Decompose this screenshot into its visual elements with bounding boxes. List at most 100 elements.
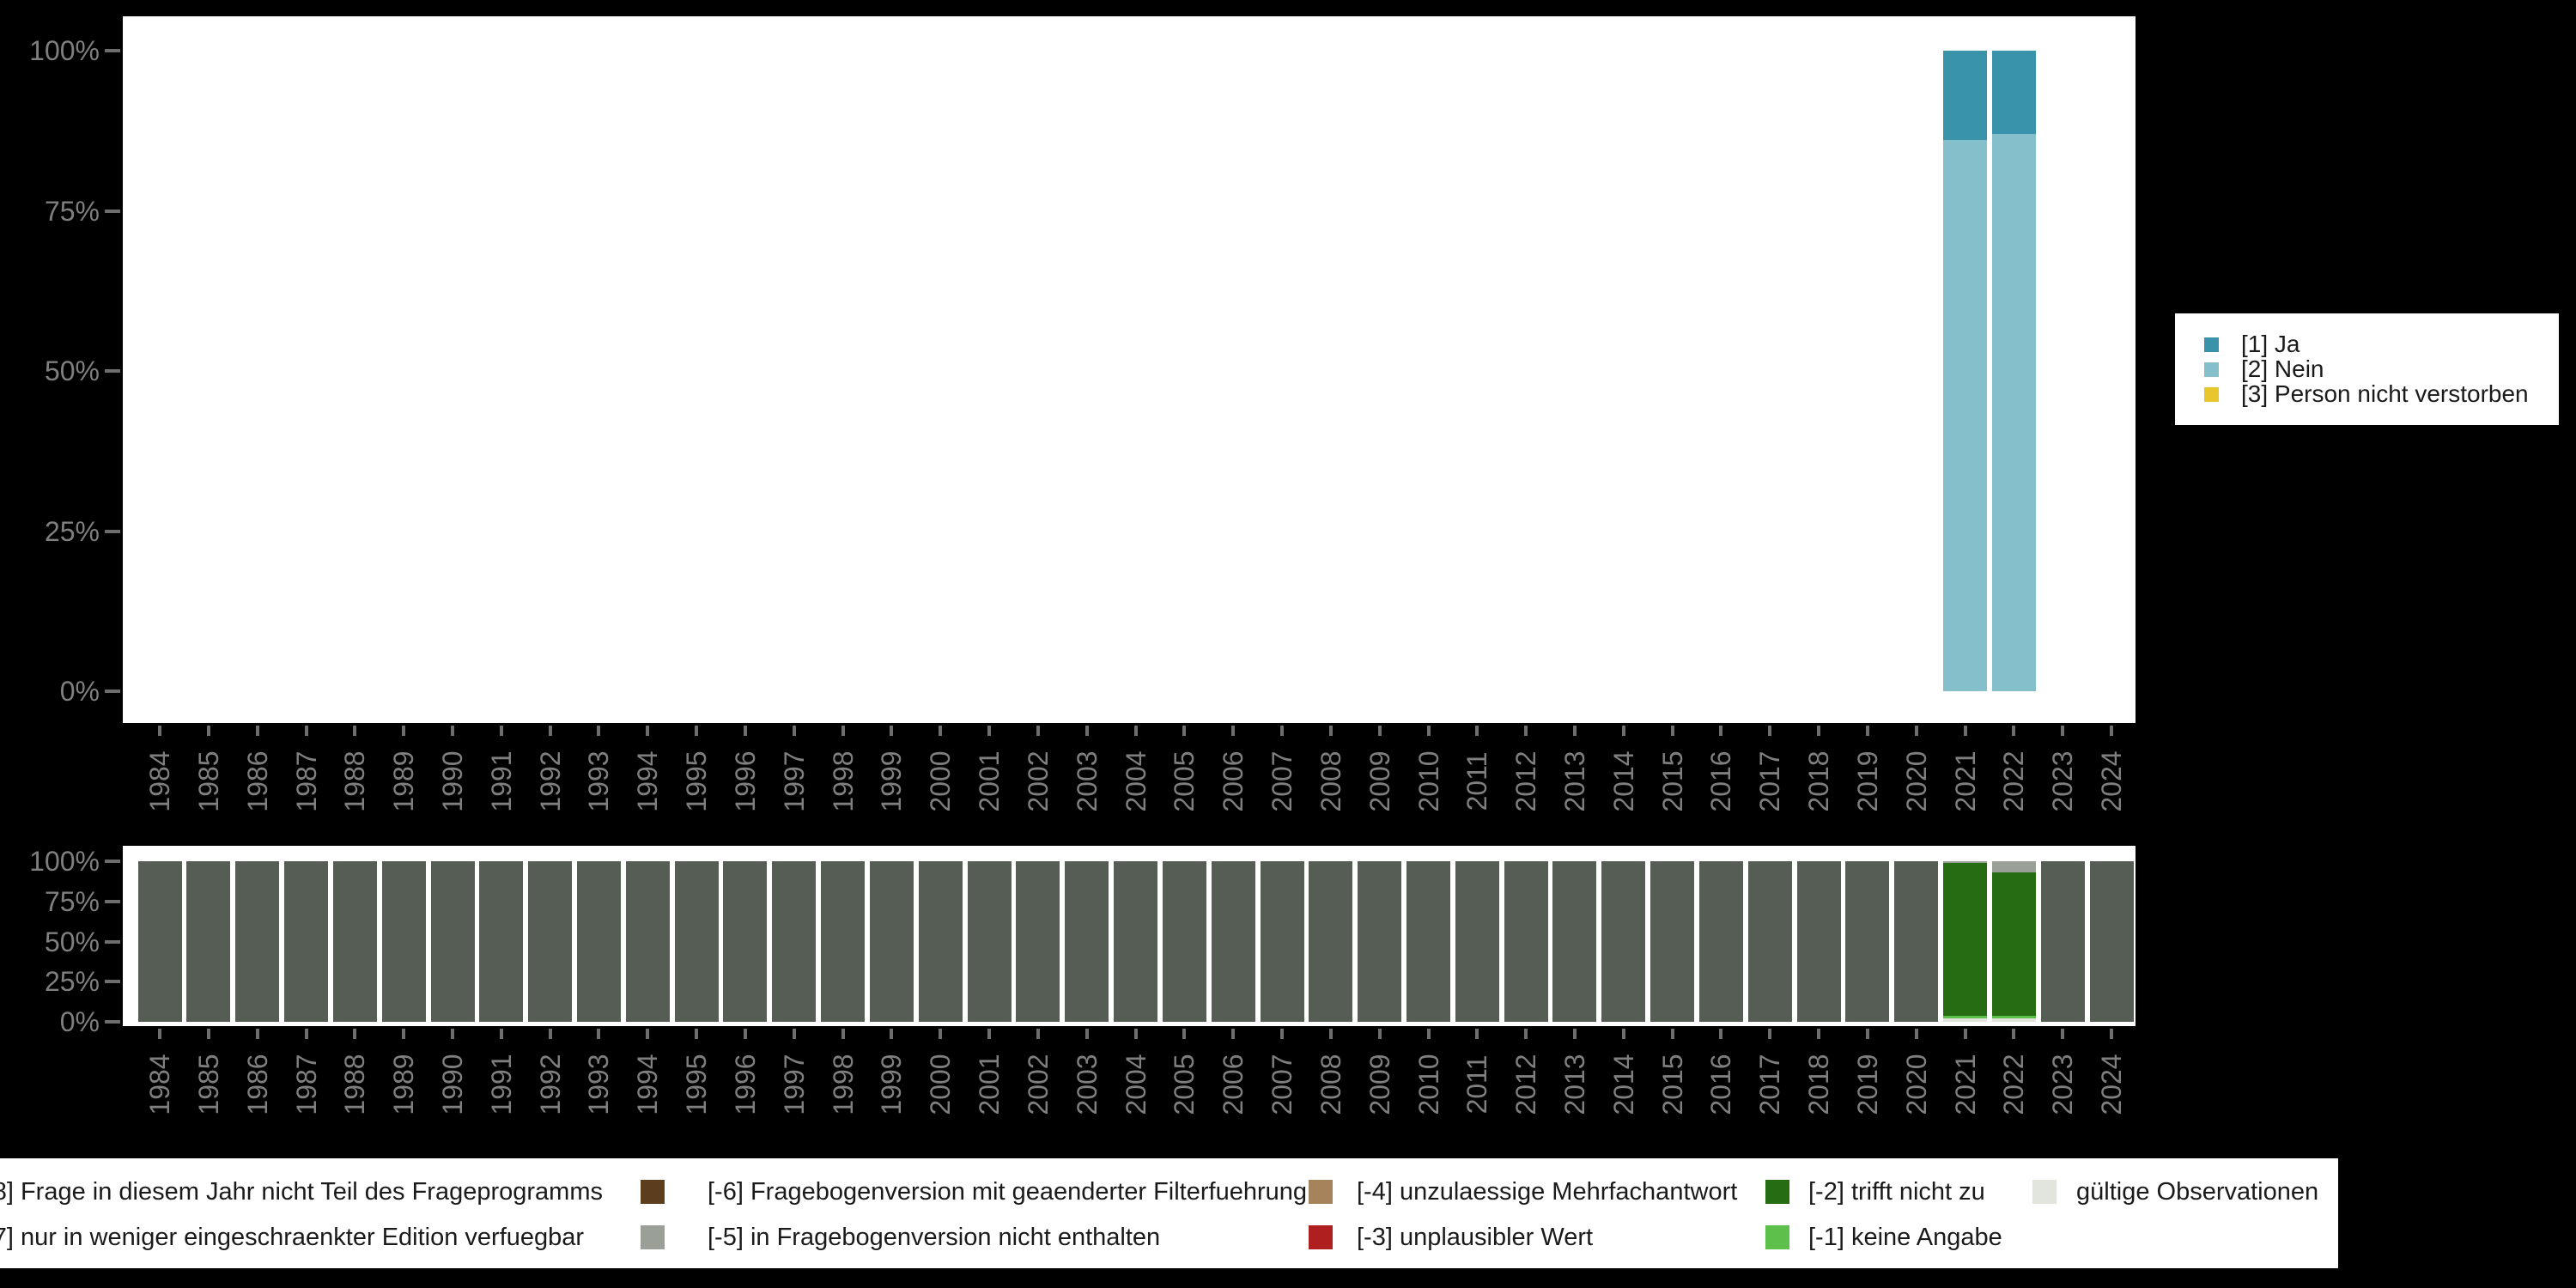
top-chart-x-tick-label-1997: 1997	[778, 750, 810, 812]
bottom-chart-x-tick-label-1997: 1997	[778, 1054, 810, 1115]
bar-2005-segment--8	[1162, 861, 1206, 1022]
bar-2021-segment--2	[1943, 862, 1987, 1017]
top-chart-x-tick-mark	[792, 726, 796, 736]
top-chart-x-tick-mark	[1426, 726, 1431, 736]
top-chart-x-tick-mark	[1377, 726, 1382, 736]
bar-1984-segment--8	[137, 861, 182, 1022]
bottom-chart-x-tick-mark	[1475, 1029, 1479, 1039]
bottom-chart-x-tick-mark	[1670, 1029, 1674, 1039]
bar-2006	[1211, 861, 1255, 1022]
bar-1984	[137, 861, 182, 1022]
bar-1987-segment--8	[284, 861, 328, 1022]
legend-swatch-valid	[2032, 1180, 2057, 1204]
bottom-chart-x-tick-label-2007: 2007	[1267, 1054, 1297, 1115]
top-chart-x-tick-mark	[548, 726, 552, 736]
bottom-chart-x-tick-mark	[158, 1029, 161, 1039]
top-chart-x-tick-label-2004: 2004	[1120, 750, 1151, 812]
legend-label-2: [2] Nein	[2241, 355, 2324, 382]
bottom-chart-y-tick-mark	[105, 980, 120, 984]
bottom-chart-x-tick-label-2008: 2008	[1315, 1054, 1346, 1115]
bottom-chart-x-tick-label-1985: 1985	[192, 1054, 224, 1115]
legend-label--8: [-8] Frage in diesem Jahr nicht Teil des…	[0, 1178, 603, 1206]
bar-2016-segment--8	[1698, 861, 1743, 1022]
legend-swatch--4	[1309, 1180, 1333, 1204]
bottom-chart-x-tick-label-1993: 1993	[583, 1054, 615, 1115]
top-chart-x-tick-label-2017: 2017	[1754, 750, 1786, 812]
top-chart-x-tick-label-2000: 2000	[925, 750, 957, 812]
top-chart-x-tick-label-1993: 1993	[583, 750, 615, 812]
bar-2004	[1114, 861, 1157, 1022]
bar-1997-segment--8	[772, 861, 817, 1022]
bottom-chart-x-tick-mark	[206, 1029, 210, 1039]
bar-1999-segment--8	[869, 861, 914, 1022]
bar-2013	[1552, 861, 1597, 1022]
top-chart-x-tick-label-2010: 2010	[1413, 750, 1444, 812]
top-chart-x-tick-mark	[2061, 726, 2065, 736]
legend-swatch-3	[2204, 386, 2219, 402]
bar-2004-segment--8	[1114, 861, 1157, 1022]
bottom-chart-x-tick-mark	[1817, 1029, 1821, 1039]
bar-2017	[1747, 861, 1792, 1022]
bar-2020	[1894, 861, 1939, 1022]
bar-2003	[1065, 861, 1109, 1022]
bar-2023-segment--8	[2040, 861, 2085, 1022]
legend-item-1: [1] Ja	[2204, 331, 2559, 357]
bottom-chart-y-tick-label: 100%	[29, 846, 100, 877]
top-chart-x-tick-mark	[1670, 726, 1674, 736]
top-chart-x-tick-label-1986: 1986	[241, 750, 273, 812]
top-chart-x-tick-mark	[841, 726, 845, 736]
bottom-chart-x-tick-label-2016: 2016	[1705, 1054, 1737, 1115]
top-chart-y-tick-mark	[105, 690, 120, 693]
bar-2011	[1455, 861, 1499, 1022]
bottom-chart-x-tick-mark	[1621, 1029, 1625, 1039]
bar-2014	[1601, 861, 1646, 1022]
bottom-chart-x-tick-label-2005: 2005	[1169, 1054, 1200, 1115]
bar-2002	[1016, 861, 1060, 1022]
bottom-chart-y-tick-label: 50%	[44, 926, 100, 957]
top-chart-y-tick-label: 25%	[44, 515, 100, 547]
bar-2022	[1991, 861, 2036, 1022]
bar-1988-segment--8	[332, 861, 377, 1022]
bottom-chart-x-tick-label-2010: 2010	[1413, 1054, 1444, 1115]
bar-2007-segment--8	[1260, 861, 1304, 1022]
bar-2001	[967, 861, 1012, 1022]
bottom-chart-x-tick-mark	[2012, 1029, 2016, 1039]
top-chart-x-tick-mark	[402, 726, 406, 736]
top-chart-x-tick-mark	[2110, 726, 2113, 736]
bottom-chart-x-tick-mark	[1426, 1029, 1431, 1039]
bar-2015	[1650, 861, 1695, 1022]
bottom-chart-x-tick-label-2000: 2000	[925, 1054, 957, 1115]
top-chart-x-tick-label-2022: 2022	[1998, 750, 2030, 812]
top-chart-y-tick-label: 75%	[44, 195, 100, 227]
bar-1990-segment--8	[430, 861, 475, 1022]
bottom-chart-y-tick-label: 25%	[44, 966, 100, 998]
top-chart-x-tick-mark	[1768, 726, 1772, 736]
bar-2018-segment--8	[1796, 861, 1841, 1022]
top-chart-x-tick-label-2008: 2008	[1315, 750, 1346, 812]
bottom-chart-x-tick-mark	[939, 1029, 943, 1039]
legend-swatch--3	[1309, 1225, 1333, 1249]
bottom-chart-x-tick-mark	[1133, 1029, 1138, 1039]
top-chart-x-tick-label-2003: 2003	[1071, 750, 1103, 812]
top-chart-x-tick-label-2011: 2011	[1461, 751, 1493, 811]
bottom-chart-x-tick-mark	[451, 1029, 454, 1039]
top-chart-x-tick-label-1985: 1985	[192, 750, 224, 812]
top-chart-x-tick-mark	[1475, 726, 1479, 736]
top-chart-x-tick-label-2001: 2001	[974, 750, 1005, 812]
legend-swatch--2	[1765, 1180, 1789, 1204]
bottom-chart-x-tick-mark	[499, 1029, 503, 1039]
top-chart-x-tick-label-1998: 1998	[827, 750, 859, 812]
bottom-chart-x-tick-label-1995: 1995	[681, 1054, 713, 1115]
legend-label--3: [-3] unplausibler Wert	[1357, 1224, 1594, 1251]
top-chart-x-tick-label-1991: 1991	[485, 750, 517, 812]
top-chart-x-tick-mark	[1572, 726, 1577, 736]
legend-label--7: [-7] nur in weniger eingeschraenkter Edi…	[0, 1224, 585, 1251]
bar-2006-segment--8	[1211, 861, 1255, 1022]
bar-2022-segment-valid	[1991, 1018, 2036, 1022]
bar-2021-segment-1	[1943, 51, 1987, 141]
top-chart-x-tick-mark	[304, 726, 308, 736]
bar-1992	[528, 861, 573, 1022]
bar-2012	[1504, 861, 1548, 1022]
bar-1986-segment--8	[235, 861, 280, 1022]
bar-1999	[869, 861, 914, 1022]
